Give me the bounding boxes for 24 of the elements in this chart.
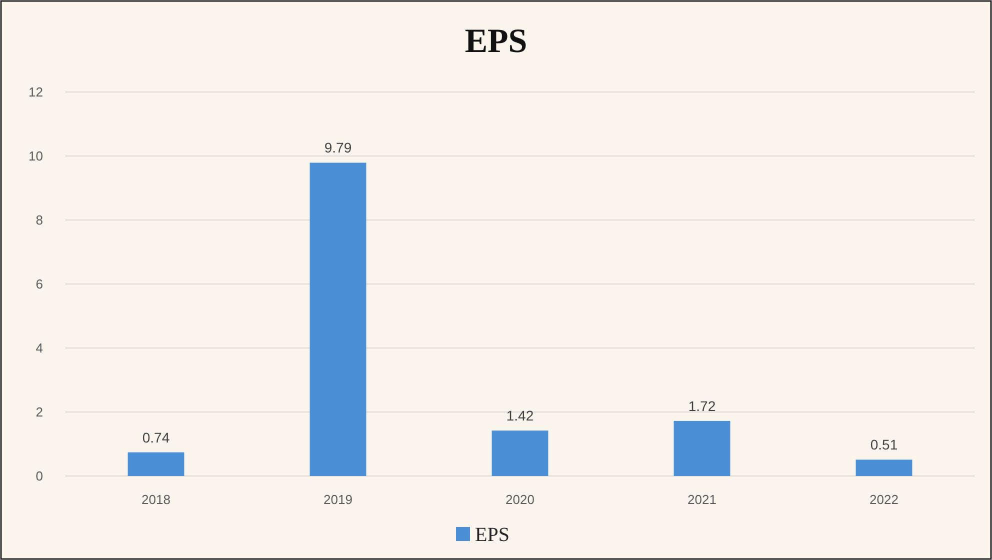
x-tick-label: 2022	[870, 492, 898, 507]
y-tick-label: 0	[36, 468, 43, 484]
data-label: 1.72	[688, 398, 716, 414]
data-label: 9.79	[324, 140, 352, 156]
chart-title: EPS	[464, 23, 528, 60]
y-tick-label: 4	[36, 340, 43, 356]
bar	[310, 162, 366, 476]
bar	[856, 460, 912, 476]
x-tick-label: 2020	[506, 492, 534, 507]
y-tick-label: 8	[36, 212, 43, 228]
y-tick-label: 12	[28, 84, 43, 100]
bar	[674, 420, 730, 476]
x-tick-label: 2021	[688, 492, 716, 507]
legend-label: EPS	[475, 524, 510, 546]
y-tick-label: 2	[36, 404, 43, 420]
bar	[128, 452, 184, 476]
y-tick-label: 10	[28, 148, 43, 164]
data-label: 1.42	[506, 408, 534, 424]
x-tick-label: 2018	[142, 492, 170, 507]
y-tick-label: 6	[36, 276, 43, 292]
data-label: 0.51	[870, 436, 898, 453]
x-tick-label: 2019	[324, 492, 352, 507]
data-label: 0.74	[142, 429, 170, 446]
bar	[492, 430, 548, 476]
